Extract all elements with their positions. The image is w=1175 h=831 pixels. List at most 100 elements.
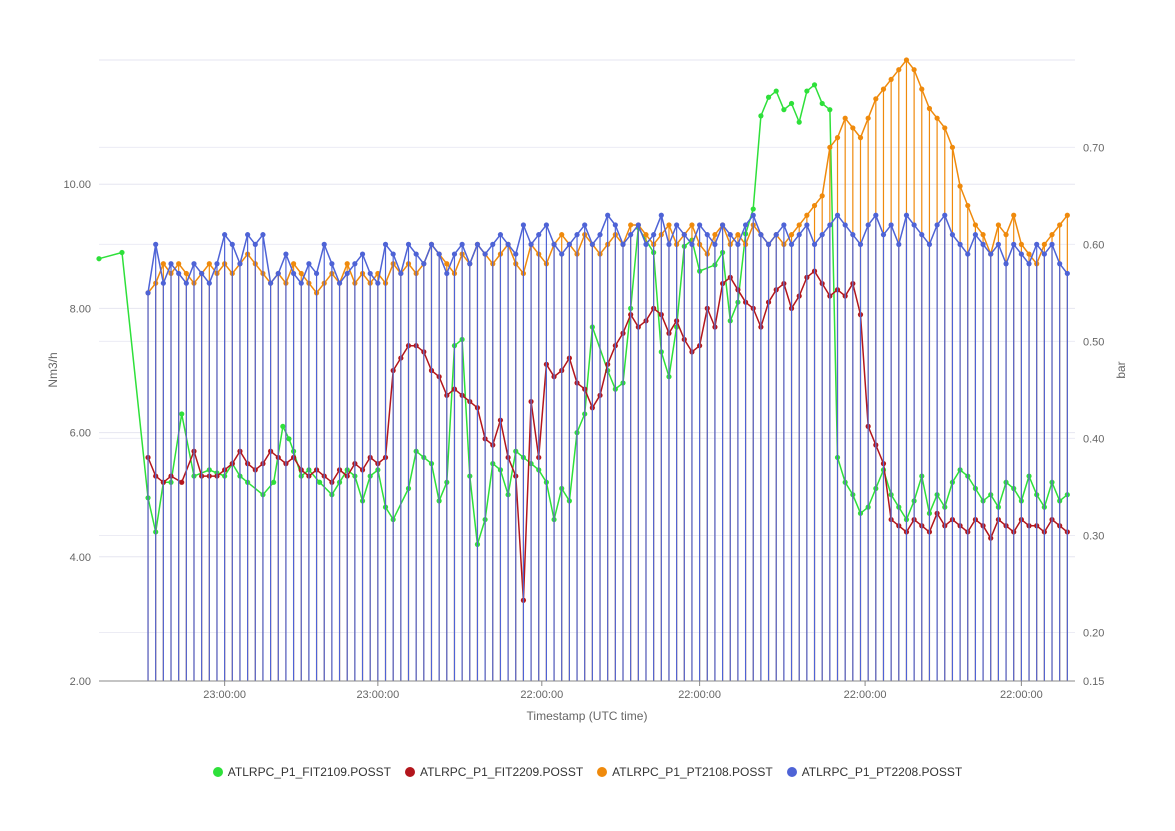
series-point — [321, 241, 327, 247]
series-point — [605, 212, 611, 218]
series-point — [467, 261, 473, 267]
series-point — [245, 232, 251, 238]
series-point — [643, 241, 649, 247]
series-point — [804, 222, 810, 228]
series-point — [988, 251, 994, 257]
series-point — [444, 261, 450, 267]
series-point — [926, 105, 933, 112]
series-point — [275, 270, 281, 277]
series-point — [788, 232, 795, 238]
series-point — [911, 222, 917, 228]
series-point — [712, 241, 718, 247]
x-tick-label: 23:00:00 — [356, 689, 399, 701]
series-point — [1018, 241, 1024, 247]
series-point — [995, 241, 1001, 247]
series-point — [972, 222, 979, 228]
series-point — [666, 241, 672, 247]
series-point — [934, 222, 940, 228]
y-right-tick-label: 0.30 — [1083, 530, 1104, 542]
series-point — [179, 411, 185, 417]
series-point — [329, 261, 335, 267]
series-1 — [96, 82, 1070, 547]
series-point — [903, 212, 910, 218]
series-point — [566, 241, 572, 247]
series-point — [1041, 241, 1047, 247]
series-point — [482, 251, 488, 257]
series-point — [444, 270, 450, 277]
series-point — [811, 82, 818, 88]
legend-label: ATLRPC_P1_PT2108.POSST — [612, 765, 773, 779]
legend-swatch — [404, 767, 415, 777]
legend-label: ATLRPC_P1_PT2208.POSST — [801, 765, 963, 779]
series-point — [1041, 251, 1047, 257]
series-point — [972, 232, 979, 238]
grid-lines — [99, 59, 1075, 682]
series-point — [1011, 241, 1017, 247]
series-point — [160, 261, 166, 267]
series-point — [651, 232, 657, 238]
series-point — [827, 222, 833, 228]
series-point — [980, 241, 986, 247]
series-point — [359, 251, 366, 257]
series-point — [750, 206, 756, 212]
x-tick-label: 22:00:00 — [1000, 689, 1043, 701]
series-point — [474, 241, 481, 247]
legend-swatch — [212, 767, 223, 777]
series-point — [819, 232, 825, 238]
series-layer — [96, 57, 1070, 681]
series-point — [620, 241, 626, 247]
y-right-tick-label: 0.60 — [1083, 239, 1104, 251]
series-2 — [145, 268, 1070, 603]
legend-item[interactable]: ATLRPC_P1_PT2208.POSST — [786, 765, 963, 779]
series-point — [788, 100, 795, 107]
y-left-tick-label: 4.00 — [70, 552, 91, 564]
series-point — [857, 241, 864, 247]
series-point — [551, 241, 557, 247]
series-point — [490, 241, 496, 247]
legend-item[interactable]: ATLRPC_P1_FIT2109.POSST — [212, 765, 391, 779]
series-point — [865, 222, 871, 228]
series-point — [926, 241, 933, 247]
series-point — [298, 280, 304, 286]
series-point — [773, 232, 779, 238]
x-tick-label: 22:00:00 — [844, 689, 887, 701]
series-point — [229, 241, 235, 247]
series-point — [206, 261, 212, 267]
series-point — [880, 232, 887, 238]
y-right-tick-label: 0.15 — [1083, 676, 1104, 688]
series-point — [834, 135, 841, 141]
series-point — [183, 280, 189, 286]
series-point — [520, 222, 527, 228]
y-left-tick-label: 6.00 — [70, 428, 91, 440]
series-point — [980, 232, 986, 238]
series-point — [873, 212, 879, 218]
x-axis-title: Timestamp (UTC time) — [527, 709, 648, 723]
series-point — [290, 261, 297, 267]
legend-item[interactable]: ATLRPC_P1_PT2108.POSST — [597, 765, 773, 779]
series-point — [735, 232, 741, 238]
series-point — [850, 125, 856, 131]
series-point — [1049, 241, 1055, 247]
x-tick-label: 22:00:00 — [520, 689, 563, 701]
series-point — [168, 261, 174, 267]
series-point — [827, 144, 833, 150]
series-point — [781, 222, 787, 228]
series-point — [1064, 212, 1070, 218]
series-point — [888, 76, 894, 83]
series-point — [942, 212, 948, 218]
series-point — [911, 67, 917, 73]
series-point — [689, 222, 695, 228]
y-left-tick-label: 2.00 — [70, 676, 91, 688]
series-point — [1003, 261, 1009, 267]
series-point — [543, 222, 549, 228]
series-point — [336, 280, 343, 286]
legend-item[interactable]: ATLRPC_P1_FIT2209.POSST — [404, 765, 583, 779]
series-point — [280, 423, 286, 429]
series-point — [313, 270, 320, 277]
series-point — [773, 88, 779, 94]
series-point — [306, 261, 312, 267]
series-point — [965, 251, 971, 257]
y-left-tick-label: 8.00 — [70, 303, 91, 315]
series-point — [811, 241, 818, 247]
